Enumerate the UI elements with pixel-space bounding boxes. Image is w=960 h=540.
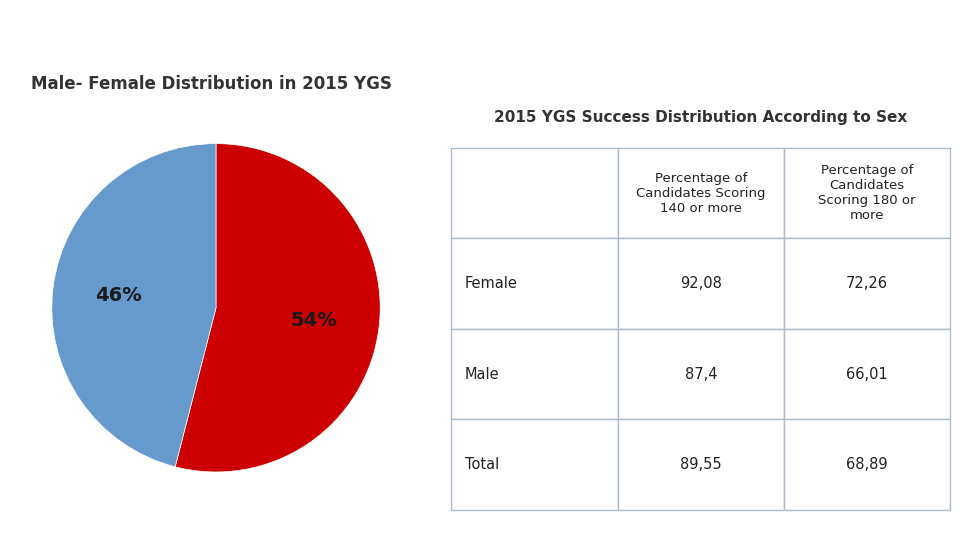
Text: Percentage of
Candidates
Scoring 180 or
more: Percentage of Candidates Scoring 180 or … <box>819 164 916 222</box>
Text: 46%: 46% <box>95 286 142 305</box>
Text: 92,08: 92,08 <box>680 276 722 291</box>
Text: 2015 YGS Success Distribution According to Sex: 2015 YGS Success Distribution According … <box>494 110 907 125</box>
FancyBboxPatch shape <box>451 148 617 238</box>
Wedge shape <box>175 144 380 472</box>
FancyBboxPatch shape <box>784 329 950 420</box>
FancyBboxPatch shape <box>451 329 617 420</box>
Text: 87,4: 87,4 <box>684 367 717 382</box>
FancyBboxPatch shape <box>617 329 784 420</box>
FancyBboxPatch shape <box>784 238 950 329</box>
FancyBboxPatch shape <box>617 238 784 329</box>
Text: Male- Female Distribution in 2015 YGS: Male- Female Distribution in 2015 YGS <box>32 75 393 93</box>
Text: 89,55: 89,55 <box>680 457 722 472</box>
Text: Total: Total <box>465 457 499 472</box>
Text: Percentage of
Candidates Scoring
140 or more: Percentage of Candidates Scoring 140 or … <box>636 172 765 214</box>
Text: 72,26: 72,26 <box>846 276 888 291</box>
FancyBboxPatch shape <box>617 148 784 238</box>
Text: Transition System From Secondary Education to Higher
Education: Transition System From Secondary Educati… <box>6 16 954 81</box>
Text: 68,89: 68,89 <box>847 457 888 472</box>
FancyBboxPatch shape <box>617 420 784 510</box>
Text: 66,01: 66,01 <box>847 367 888 382</box>
Legend: Female: Female <box>459 294 557 322</box>
Wedge shape <box>52 144 216 467</box>
FancyBboxPatch shape <box>784 148 950 238</box>
Text: Female: Female <box>465 276 517 291</box>
FancyBboxPatch shape <box>451 420 617 510</box>
Text: 54%: 54% <box>290 310 337 329</box>
Text: Male: Male <box>465 367 499 382</box>
FancyBboxPatch shape <box>451 238 617 329</box>
FancyBboxPatch shape <box>784 420 950 510</box>
